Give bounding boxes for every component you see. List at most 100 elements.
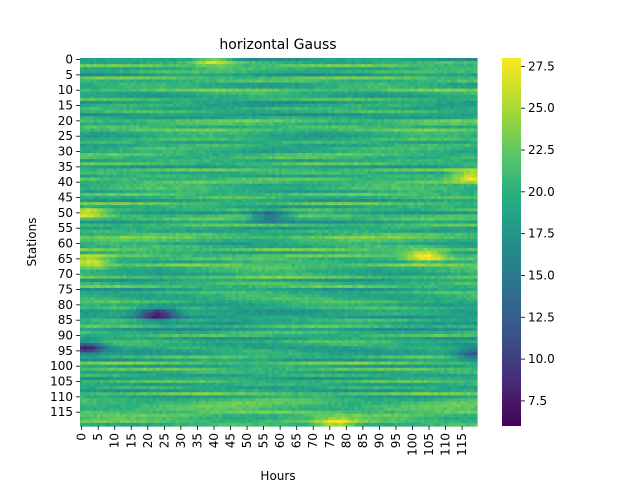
heatmap-cell xyxy=(364,58,369,62)
heatmap-cell xyxy=(126,64,131,68)
heatmap-cell xyxy=(430,91,435,96)
heatmap-cell xyxy=(347,76,352,81)
heatmap-cell xyxy=(420,107,425,111)
heatmap-cell xyxy=(450,64,455,68)
heatmap-cell xyxy=(288,122,293,127)
heatmap-cell xyxy=(377,113,382,117)
heatmap-cell xyxy=(116,79,121,84)
heatmap-cell xyxy=(152,70,157,74)
heatmap-cell xyxy=(387,64,392,68)
heatmap-cell xyxy=(185,113,190,117)
heatmap-cell xyxy=(417,125,422,130)
heatmap-cell xyxy=(341,79,346,84)
heatmap-cell xyxy=(364,91,369,96)
heatmap-cell xyxy=(364,70,369,74)
heatmap-cell xyxy=(152,79,157,84)
heatmap-cell xyxy=(83,67,88,71)
heatmap-cell xyxy=(149,94,154,99)
heatmap-cell xyxy=(447,125,452,130)
heatmap-cell xyxy=(192,94,197,99)
heatmap-cell xyxy=(334,122,339,127)
heatmap-cell xyxy=(278,122,283,127)
heatmap-cell xyxy=(321,119,326,123)
heatmap-cell xyxy=(261,85,266,90)
heatmap-cell xyxy=(126,107,131,111)
heatmap-cell xyxy=(119,113,124,117)
heatmap-cell xyxy=(460,79,465,84)
heatmap-cell xyxy=(450,88,455,93)
heatmap-cell xyxy=(179,110,184,114)
heatmap-cell xyxy=(397,73,402,77)
heatmap-cell xyxy=(281,122,286,127)
heatmap-cell xyxy=(338,97,342,102)
heatmap-cell xyxy=(93,110,98,114)
heatmap-cell xyxy=(414,64,419,68)
heatmap-cell xyxy=(308,76,313,81)
heatmap-cell xyxy=(460,97,465,102)
heatmap-cell xyxy=(394,119,399,123)
heatmap-cell xyxy=(99,70,104,74)
heatmap-cell xyxy=(169,79,174,84)
heatmap-cell xyxy=(328,70,333,74)
heatmap-cell xyxy=(185,67,190,71)
heatmap-cell xyxy=(123,82,127,87)
heatmap-cell xyxy=(447,104,452,108)
heatmap-cell xyxy=(281,91,286,96)
heatmap-cell xyxy=(427,107,432,111)
heatmap-cell xyxy=(341,100,346,105)
heatmap-cell xyxy=(288,85,293,90)
heatmap-cell xyxy=(420,70,425,74)
heatmap-cell xyxy=(285,97,290,102)
heatmap-cell xyxy=(430,128,435,133)
heatmap-cell xyxy=(192,64,197,68)
heatmap-cell xyxy=(275,104,280,108)
heatmap-cell xyxy=(222,79,227,84)
heatmap-cell xyxy=(473,107,478,111)
heatmap-cell xyxy=(341,61,346,65)
heatmap-cell xyxy=(463,128,468,133)
heatmap-cell xyxy=(182,128,187,133)
heatmap-cell xyxy=(384,67,389,71)
heatmap-cell xyxy=(139,122,144,127)
heatmap-cell xyxy=(212,85,217,90)
heatmap-cell xyxy=(364,100,369,105)
heatmap-cell xyxy=(238,67,243,71)
heatmap-cell xyxy=(205,110,210,114)
heatmap-cell xyxy=(152,100,157,105)
heatmap-cell xyxy=(410,91,415,96)
heatmap-cell xyxy=(265,107,270,111)
heatmap-cell xyxy=(347,70,352,74)
heatmap-cell xyxy=(295,61,299,65)
heatmap-cell xyxy=(447,113,452,117)
heatmap-cell xyxy=(218,116,223,120)
heatmap-cell xyxy=(344,113,349,117)
heatmap-cell xyxy=(242,104,247,108)
heatmap-cell xyxy=(374,88,379,93)
heatmap-cell xyxy=(106,79,111,84)
heatmap-cell xyxy=(265,64,270,68)
heatmap-cell xyxy=(169,128,174,133)
heatmap-cell xyxy=(357,79,362,84)
heatmap-cell xyxy=(400,97,405,102)
heatmap-cell xyxy=(298,91,303,96)
heatmap-cell xyxy=(215,61,220,65)
heatmap-cell xyxy=(341,128,346,133)
heatmap-cell xyxy=(159,67,164,71)
heatmap-cell xyxy=(281,70,286,74)
heatmap-cell xyxy=(261,67,266,71)
heatmap-cell xyxy=(228,58,233,62)
heatmap-cell xyxy=(394,58,399,62)
heatmap-cell xyxy=(93,91,98,96)
heatmap-cell xyxy=(265,70,270,74)
heatmap-cell xyxy=(156,100,160,105)
heatmap-cell xyxy=(136,73,141,77)
heatmap-cell xyxy=(400,100,405,105)
heatmap-cell xyxy=(424,64,428,68)
heatmap-cell xyxy=(209,76,213,81)
heatmap-cell xyxy=(410,64,415,68)
heatmap-cell xyxy=(159,82,164,87)
heatmap-cell xyxy=(470,125,475,130)
heatmap-cell xyxy=(235,67,240,71)
heatmap-cell xyxy=(377,116,382,120)
heatmap-cell xyxy=(152,107,157,111)
